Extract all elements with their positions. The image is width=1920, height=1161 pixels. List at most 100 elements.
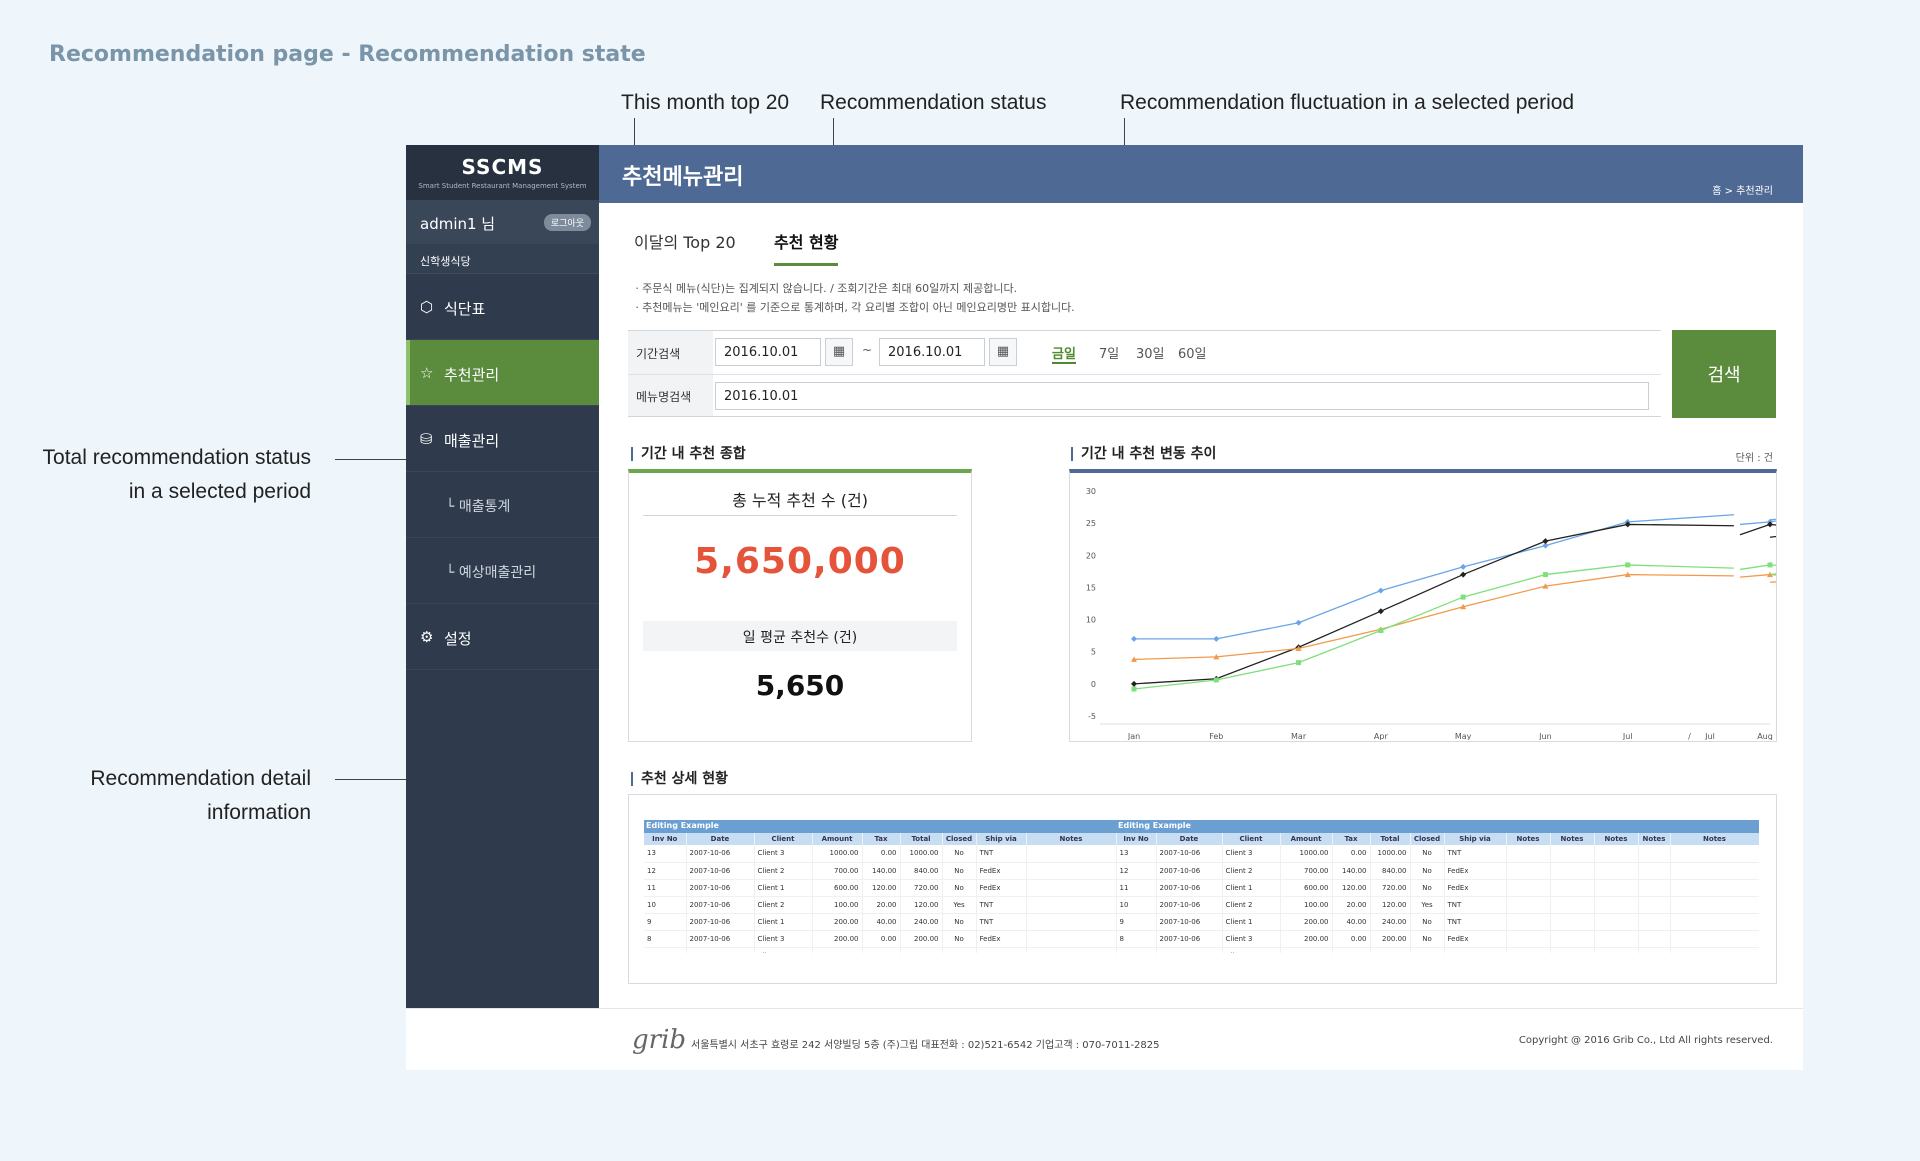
column-header[interactable]: Tax — [1332, 833, 1371, 845]
table-cell: Client 3 — [1222, 845, 1281, 863]
sidebar-item-label: 설정 — [444, 630, 472, 648]
column-header[interactable]: Closed — [942, 833, 977, 845]
data-point — [1213, 677, 1219, 683]
data-point — [1542, 583, 1549, 589]
average-label-bg — [643, 621, 957, 651]
table-row[interactable]: 8 2007-10-06 Client 3 200.00 0.00 200.00 No Fed… — [644, 930, 1759, 948]
search-divider — [628, 374, 1661, 375]
table-cell — [1638, 930, 1671, 948]
table-cell — [1506, 947, 1551, 953]
table-cell: 12 — [1116, 862, 1157, 880]
table-row[interactable]: 11 2007-10-06 Client 1 600.00 120.00 720.00 No… — [644, 879, 1759, 897]
column-header[interactable]: Inv No — [644, 833, 687, 845]
table-cell — [1638, 862, 1671, 880]
table-cell: TNT — [1444, 947, 1507, 953]
column-header[interactable]: Amount — [1280, 833, 1333, 845]
table-cell: 600.00 — [812, 879, 863, 897]
table-cell: Client 2 — [1222, 947, 1281, 953]
header-bar: 추천메뉴관리 홈 > 추천관리 — [599, 145, 1803, 203]
logo[interactable]: SSCMS Smart Student Restaurant Managemen… — [406, 145, 599, 200]
menu-name-input[interactable]: 2016.10.01 — [715, 382, 1649, 410]
table-cell: Yes — [1410, 896, 1445, 914]
table-cell — [1550, 862, 1595, 880]
table-cell: TNT — [1444, 913, 1507, 931]
column-header[interactable]: Amount — [812, 833, 863, 845]
column-header[interactable]: Date — [686, 833, 755, 845]
notice-line: ㆍ추천메뉴는 '메인요리' 를 기준으로 통계하며, 각 요리별 조합이 아닌 … — [632, 301, 1075, 314]
column-header[interactable]: Ship via — [1444, 833, 1507, 845]
date-separator: ~ — [862, 343, 873, 357]
table-cell: No — [942, 930, 977, 948]
table-cell — [1638, 947, 1671, 953]
sidebar-item-sales-stats[interactable]: └ 매출통계 — [406, 472, 599, 538]
column-header[interactable]: Ship via — [976, 833, 1027, 845]
sidebar-item-label: └ 예상매출관리 — [446, 565, 537, 581]
column-header[interactable]: Notes — [1026, 833, 1117, 845]
table-cell: 2007-10-06 — [686, 879, 755, 897]
table-row[interactable]: 12 2007-10-06 Client 2 700.00 140.00 840.00 No… — [644, 862, 1759, 880]
quick-today-button[interactable]: 금일 — [1052, 343, 1076, 364]
logout-button[interactable]: 로그아웃 — [543, 214, 591, 231]
x-tick-label: Feb — [1209, 732, 1223, 740]
column-header[interactable]: Client — [754, 833, 813, 845]
y-tick-label: 15 — [1086, 583, 1096, 592]
column-header[interactable]: Notes — [1638, 833, 1671, 845]
footer-address: 서울특별시 서초구 효령로 242 서양빌딩 5층 (주)그립 대표전화 : 0… — [691, 1040, 1160, 1051]
table-cell: No — [1410, 845, 1445, 863]
total-summary-panel: 총 누적 추천 수 (건) 5,650,000 일 평균 추천수 (건) 5,6… — [628, 469, 972, 742]
table-cell: FedEx — [1444, 879, 1507, 897]
column-header[interactable]: Notes — [1550, 833, 1595, 845]
star-icon: ☆ — [420, 364, 434, 382]
sidebar-item-recommendation[interactable]: ☆ 추천관리 — [406, 340, 599, 406]
sidebar-item-sales[interactable]: ⛁ 매출관리 — [406, 406, 599, 472]
column-header[interactable]: Notes — [1594, 833, 1639, 845]
sidebar-item-menu-table[interactable]: ⬡ 식단표 — [406, 274, 599, 340]
tab-top20[interactable]: 이달의 Top 20 — [634, 233, 736, 252]
column-header[interactable]: Inv No — [1116, 833, 1157, 845]
data-point — [1296, 660, 1302, 666]
table-cell: 9 — [644, 913, 687, 931]
table-cell: 12.00 — [1332, 947, 1371, 953]
store-name: 신학생식당 — [406, 244, 599, 274]
sidebar-item-settings[interactable]: ⚙ 설정 — [406, 604, 599, 670]
column-header[interactable]: Client — [1222, 833, 1281, 845]
column-header[interactable]: Notes — [1506, 833, 1551, 845]
tab-status[interactable]: 추천 현황 — [774, 229, 839, 266]
annotation-detail-line1: Recommendation detail — [90, 767, 311, 790]
table-cell: TNT — [976, 896, 1027, 914]
table-cell: 11 — [644, 879, 687, 897]
end-date-input[interactable]: 2016.10.01 — [879, 338, 985, 366]
table-cell: 0.00 — [1332, 930, 1371, 948]
table-cell — [1670, 930, 1759, 948]
column-header[interactable]: Notes — [1670, 833, 1759, 845]
calendar-icon[interactable]: ▦ — [825, 338, 853, 366]
calendar-icon[interactable]: ▦ — [989, 338, 1017, 366]
data-point — [1460, 603, 1467, 610]
column-header[interactable]: Tax — [862, 833, 901, 845]
data-point — [1460, 571, 1467, 578]
grid-title: Editing Example — [1118, 821, 1191, 830]
table-cell: 240.00 — [1370, 913, 1411, 931]
table-row[interactable]: 13 2007-10-06 Client 3 1000.00 0.00 1000.00 No… — [644, 845, 1759, 863]
column-header[interactable]: Total — [1370, 833, 1411, 845]
column-header[interactable]: Date — [1156, 833, 1223, 845]
table-cell: 200.00 — [1280, 913, 1333, 931]
table-cell: Client 3 — [1222, 930, 1281, 948]
column-header[interactable]: Closed — [1410, 833, 1445, 845]
breadcrumb[interactable]: 홈 > 추천관리 — [1712, 186, 1773, 197]
table-cell — [1594, 913, 1639, 931]
table-row[interactable]: 9 2007-10-06 Client 1 200.00 40.00 240.00 No TN… — [644, 913, 1759, 931]
quick-60days-button[interactable]: 60일 — [1178, 347, 1207, 362]
sidebar-item-forecast[interactable]: └ 예상매출관리 — [406, 538, 599, 604]
quick-7days-button[interactable]: 7일 — [1099, 347, 1120, 362]
quick-30days-button[interactable]: 30일 — [1136, 347, 1165, 362]
table-row[interactable]: 10 2007-10-06 Client 2 100.00 20.00 120.00 Yes… — [644, 896, 1759, 914]
search-button[interactable]: 검색 — [1672, 330, 1776, 418]
table-cell: 8 — [1116, 930, 1157, 948]
table-cell: 20.00 — [1332, 896, 1371, 914]
start-date-input[interactable]: 2016.10.01 — [715, 338, 821, 366]
table-cell — [1638, 913, 1671, 931]
column-header[interactable]: Total — [900, 833, 943, 845]
x-tick-label: Jul — [1704, 732, 1715, 740]
